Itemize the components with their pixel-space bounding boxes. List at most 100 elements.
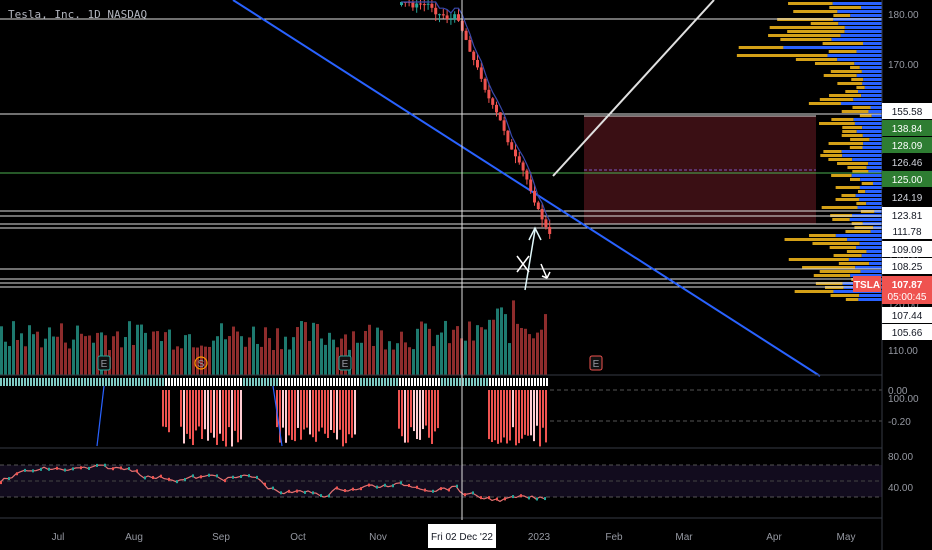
osc-strip bbox=[306, 378, 308, 386]
osc-strip bbox=[45, 378, 47, 386]
time-axis-tick: 2023 bbox=[528, 532, 551, 543]
event-marker-split[interactable]: S bbox=[194, 356, 208, 370]
osc-bar bbox=[192, 390, 194, 446]
osc-strip bbox=[513, 378, 515, 386]
event-marker-earnings[interactable]: E bbox=[97, 355, 111, 371]
price-tag-box bbox=[882, 189, 932, 205]
candle-body bbox=[487, 89, 491, 99]
osc-bar bbox=[351, 390, 353, 438]
vp-bar-blue bbox=[842, 154, 882, 157]
osc-strip bbox=[369, 378, 371, 386]
vp-bar-blue bbox=[864, 86, 882, 89]
time-axis-tick: May bbox=[837, 532, 856, 543]
vp-bar-blue bbox=[840, 102, 882, 105]
osc-strip bbox=[225, 378, 227, 386]
osc-bar bbox=[237, 390, 239, 443]
volume-bar bbox=[28, 325, 31, 375]
osc-bar bbox=[500, 390, 502, 443]
volume-bar bbox=[488, 319, 491, 375]
rsi-dot bbox=[224, 479, 226, 483]
osc-strip bbox=[60, 378, 62, 386]
osc-strip bbox=[528, 378, 530, 386]
osc-bar bbox=[348, 390, 350, 435]
vp-bar-gold bbox=[829, 246, 857, 249]
osc-strip bbox=[156, 378, 158, 386]
osc-strip bbox=[15, 378, 17, 386]
vp-bar-blue bbox=[832, 2, 882, 5]
vp-bar-gold bbox=[769, 26, 845, 29]
osc-strip bbox=[207, 378, 209, 386]
price-tag-value: 128.09 bbox=[892, 141, 923, 152]
osc-bar bbox=[530, 390, 532, 436]
rsi-label-0: 80.00 bbox=[888, 452, 913, 463]
osc-bar bbox=[488, 390, 490, 440]
candle-body bbox=[483, 78, 487, 90]
osc-bar bbox=[419, 390, 421, 440]
vp-bar-blue bbox=[859, 66, 882, 69]
osc-strip bbox=[432, 378, 434, 386]
osc-strip bbox=[525, 378, 527, 386]
osc-strip bbox=[453, 378, 455, 386]
volume-bar bbox=[224, 339, 227, 375]
event-marker-earnings[interactable]: E bbox=[338, 355, 352, 371]
volume-bar bbox=[124, 337, 127, 375]
arrow-up-icon bbox=[528, 226, 542, 241]
volume-bar bbox=[180, 348, 183, 375]
vp-bar-blue bbox=[844, 30, 882, 33]
rsi-dot bbox=[288, 489, 290, 493]
vp-bar-gold bbox=[830, 70, 862, 73]
vp-bar-gold bbox=[832, 218, 850, 221]
volume-bar bbox=[256, 343, 259, 375]
rsi-dot bbox=[192, 474, 194, 478]
vp-bar-gold bbox=[795, 58, 838, 61]
volume-bar bbox=[288, 349, 291, 375]
vp-bar-blue bbox=[856, 130, 882, 133]
osc-bar bbox=[413, 390, 415, 432]
osc-strip bbox=[135, 378, 137, 386]
osc-bar bbox=[524, 390, 526, 435]
vp-bar-blue bbox=[862, 42, 882, 45]
vp-bar-gold bbox=[819, 98, 854, 101]
rsi-dot bbox=[176, 480, 178, 484]
osc-strip bbox=[504, 378, 506, 386]
vp-bar-blue bbox=[869, 138, 882, 141]
vp-bar-blue bbox=[861, 6, 882, 9]
rsi-dot bbox=[424, 488, 426, 492]
vp-bar-gold bbox=[831, 174, 852, 177]
event-marker-earnings[interactable]: E bbox=[589, 355, 603, 371]
osc-strip bbox=[159, 378, 161, 386]
osc-strip bbox=[93, 378, 95, 386]
volume-bar bbox=[128, 321, 131, 375]
vp-bar-gold bbox=[845, 230, 871, 233]
vp-bar-gold bbox=[852, 106, 871, 109]
price-tag-value: 105.66 bbox=[892, 328, 923, 339]
rsi-dot bbox=[24, 468, 26, 472]
rsi-line bbox=[0, 463, 546, 503]
volume-bar bbox=[192, 347, 195, 375]
vp-bar-blue bbox=[854, 62, 882, 65]
osc-bar bbox=[539, 390, 541, 447]
osc-strip bbox=[447, 378, 449, 386]
vp-bar-blue bbox=[858, 90, 882, 93]
vp-bar-gold bbox=[787, 30, 845, 33]
osc-strip bbox=[471, 378, 473, 386]
horizontal-levels bbox=[0, 18, 882, 288]
rsi-dot bbox=[96, 463, 98, 467]
osc-bar bbox=[536, 390, 538, 426]
volume-bar bbox=[188, 334, 191, 375]
osc-strip bbox=[381, 378, 383, 386]
volume-bar bbox=[64, 342, 67, 375]
rsi-dot bbox=[72, 467, 74, 471]
osc-strip bbox=[75, 378, 77, 386]
osc-strip bbox=[324, 378, 326, 386]
vp-bar-gold bbox=[784, 238, 848, 241]
osc-strip bbox=[186, 378, 188, 386]
rsi-dot bbox=[528, 496, 530, 500]
volume-bar bbox=[260, 346, 263, 375]
volume-bar bbox=[140, 324, 143, 375]
vp-bar-blue bbox=[852, 158, 882, 161]
volume-bar bbox=[368, 324, 371, 375]
osc-strip bbox=[48, 378, 50, 386]
